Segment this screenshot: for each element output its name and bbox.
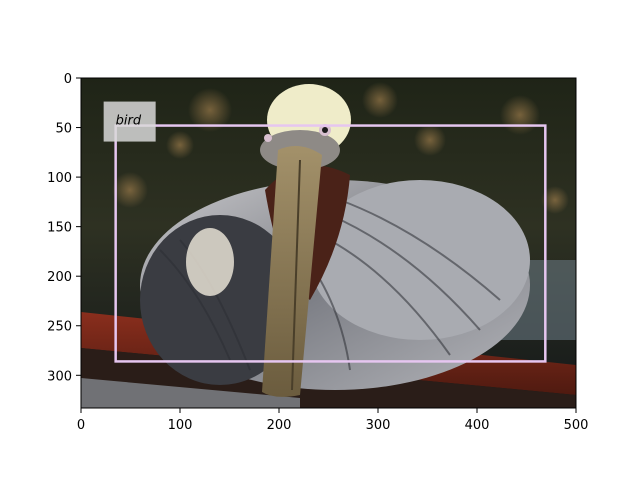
x-tick-label: 200 — [267, 418, 292, 433]
x-tick-label: 300 — [366, 418, 391, 433]
y-axis: 0 50 100 150 200 250 300 — [47, 72, 81, 384]
label-background — [103, 101, 156, 142]
y-tick-label: 50 — [55, 122, 72, 137]
y-tick-label: 0 — [64, 72, 72, 87]
y-tick-label: 300 — [47, 369, 72, 384]
y-tick-label: 100 — [47, 171, 72, 186]
detections: bird — [103, 101, 547, 363]
x-tick-label: 400 — [465, 418, 490, 433]
y-tick-label: 200 — [47, 270, 72, 285]
x-tick-label: 100 — [168, 418, 193, 433]
detection-label: bird — [116, 114, 142, 129]
x-tick-label: 500 — [564, 418, 589, 433]
y-tick-label: 250 — [47, 320, 72, 335]
y-tick-label: 150 — [47, 221, 72, 236]
x-tick-label: 0 — [77, 418, 85, 433]
axes-frame — [80, 77, 577, 409]
bounding-box — [114, 124, 547, 363]
x-axis: 0 100 200 300 400 500 — [77, 408, 589, 433]
pelican-photo — [81, 78, 576, 408]
